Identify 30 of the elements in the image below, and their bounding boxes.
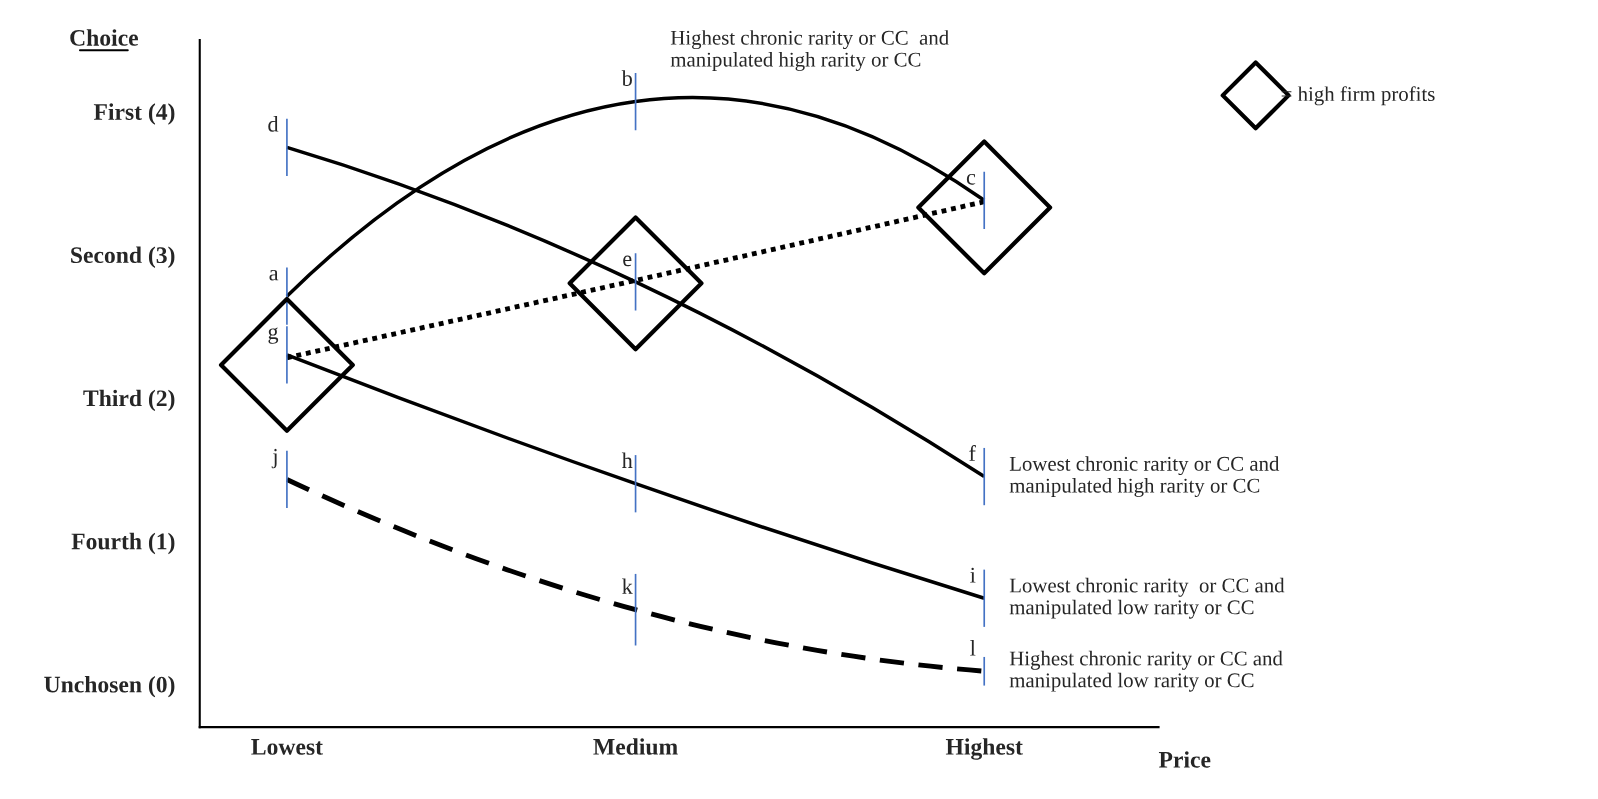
annotation: b [621, 70, 632, 86]
x-tick-label: Highest [945, 738, 1023, 760]
annotation: Highest chronic rarity or CC and manipulated low rarity or CC [1009, 650, 1283, 692]
annotation: j [271, 448, 277, 469]
y-axis-title: Choice [70, 29, 139, 46]
annotation: a [269, 269, 279, 281]
point [218, 296, 355, 433]
x-tick-label: Lowest [251, 739, 323, 755]
y-tick-label: First (4) [93, 103, 175, 125]
annotation: k [622, 578, 633, 594]
point [916, 139, 1053, 276]
annotation: i [970, 567, 976, 583]
annotation: d [268, 116, 279, 132]
y-tick-label: Third (2) [83, 389, 175, 412]
annotation: f [969, 445, 976, 461]
point [567, 215, 704, 352]
annotation: h [621, 452, 633, 468]
x-axis-title: Price [1158, 751, 1211, 768]
annotation: Highest chronic rarity or CC and manipulated high rarity or CC [670, 30, 949, 71]
annotation: Lowest chronic rarity or CC and manipulated low rarity or CC [1009, 577, 1285, 619]
text: = high firm profits [1281, 86, 1435, 106]
annotation: l [970, 640, 976, 656]
x-tick-label: Medium [593, 738, 678, 755]
annotation: e [623, 255, 632, 267]
annotation: Lowest chronic rarity or CC and manipulated high rarity or CC [1009, 456, 1280, 497]
annotation: c [966, 173, 976, 185]
y-tick-label: Fourth (1) [71, 532, 175, 555]
y-tick-label: Second (3) [71, 246, 175, 268]
y-tick-label: Unchosen (0) [44, 675, 175, 698]
annotation: g [268, 327, 279, 344]
